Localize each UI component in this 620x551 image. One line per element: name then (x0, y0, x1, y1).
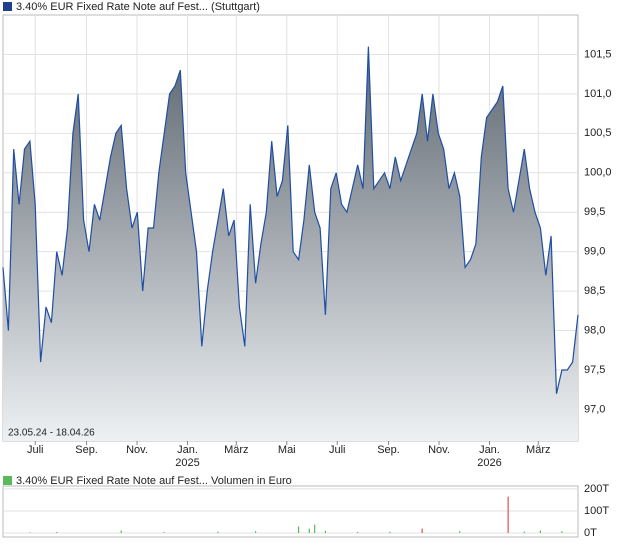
volume-bar (389, 531, 391, 534)
y-tick-label: 200T (584, 483, 609, 495)
x-tick-label: Nov. (126, 444, 148, 456)
y-tick-label: 100,5 (584, 127, 612, 139)
y-tick-label: 97,5 (584, 364, 605, 376)
y-tick-label: 101,0 (584, 88, 612, 100)
volume-bar (56, 531, 58, 534)
volume-bar (314, 524, 316, 534)
legend-swatch (3, 2, 12, 11)
y-tick-label: 100,0 (584, 167, 612, 179)
x-tick-label: März (224, 444, 248, 456)
volume-bar (357, 531, 359, 534)
y-tick-label: 97,0 (584, 403, 605, 415)
volume-bar (539, 530, 541, 534)
volume-bar (507, 496, 509, 534)
x-tick-label: Juli (27, 444, 44, 456)
plot-area (2, 485, 579, 538)
x-year-label: 2025 (175, 457, 199, 469)
area-fill (3, 46, 578, 441)
y-tick-label: 98,5 (584, 285, 605, 297)
y-tick-label: 100T (584, 505, 609, 517)
x-tick-label: Jan. (177, 444, 198, 456)
y-tick-label: 0T (584, 527, 597, 539)
volume-bar (324, 530, 327, 534)
x-tick-label: Sep. (75, 444, 98, 456)
x-year-label: 2026 (477, 457, 501, 469)
y-tick-label: 99,5 (584, 206, 605, 218)
volume-bar (561, 531, 563, 534)
x-tick-label: Juli (329, 444, 346, 456)
x-tick-label: Jan. (479, 444, 500, 456)
volume-bar (523, 531, 525, 534)
y-tick-label: 98,0 (584, 324, 605, 336)
legend-label: 3.40% EUR Fixed Rate Note auf Fest... (S… (16, 1, 260, 13)
date-range: 23.05.24 - 18.04.26 (8, 428, 95, 439)
volume-bar (308, 528, 310, 534)
price-line (2, 46, 579, 394)
volume-bar (120, 530, 122, 534)
y-tick-label: 99,0 (584, 246, 605, 258)
legend-swatch (3, 476, 12, 485)
volume-bar (421, 528, 423, 534)
legend-label: 3.40% EUR Fixed Rate Note auf Fest... Vo… (16, 475, 292, 487)
volume-bar (29, 532, 31, 534)
x-tick-label: Sep. (377, 444, 400, 456)
y-tick-label: 101,5 (584, 48, 612, 60)
volume-bar (217, 531, 219, 534)
volume-bar (297, 526, 300, 534)
volume-bar (254, 531, 257, 534)
x-tick-label: Mai (278, 444, 296, 456)
x-tick-label: März (526, 444, 550, 456)
volume-bar (163, 532, 165, 534)
x-tick-label: Nov. (428, 444, 450, 456)
volume-bar (459, 531, 461, 534)
